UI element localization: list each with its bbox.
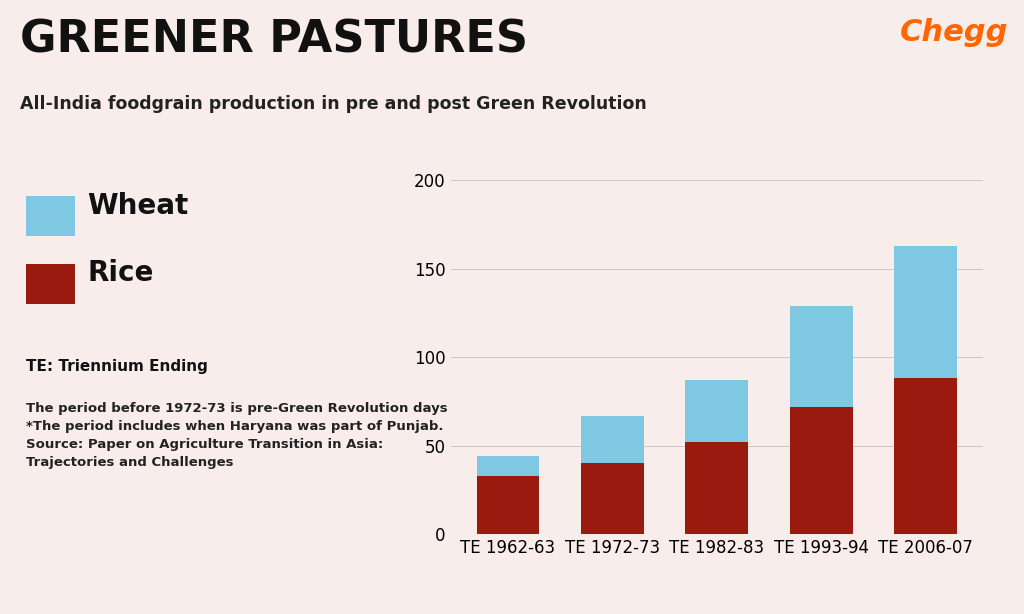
Bar: [476, 456, 540, 476]
Bar: [581, 416, 644, 464]
Bar: [894, 378, 957, 534]
Bar: [581, 464, 644, 534]
Text: Chegg: Chegg: [900, 18, 1009, 47]
Text: Wheat: Wheat: [87, 192, 188, 220]
Bar: [685, 442, 749, 534]
Bar: [894, 246, 957, 378]
Text: TE: Triennium Ending: TE: Triennium Ending: [26, 359, 208, 374]
Text: The period before 1972-73 is pre-Green Revolution days
*The period includes when: The period before 1972-73 is pre-Green R…: [26, 402, 447, 469]
Text: GREENER PASTURES: GREENER PASTURES: [20, 18, 528, 61]
Bar: [790, 406, 853, 534]
Bar: [790, 306, 853, 406]
Text: Rice: Rice: [87, 259, 154, 287]
Text: All-India foodgrain production in pre and post Green Revolution: All-India foodgrain production in pre an…: [20, 95, 647, 113]
Bar: [476, 476, 540, 534]
Bar: [685, 380, 749, 442]
